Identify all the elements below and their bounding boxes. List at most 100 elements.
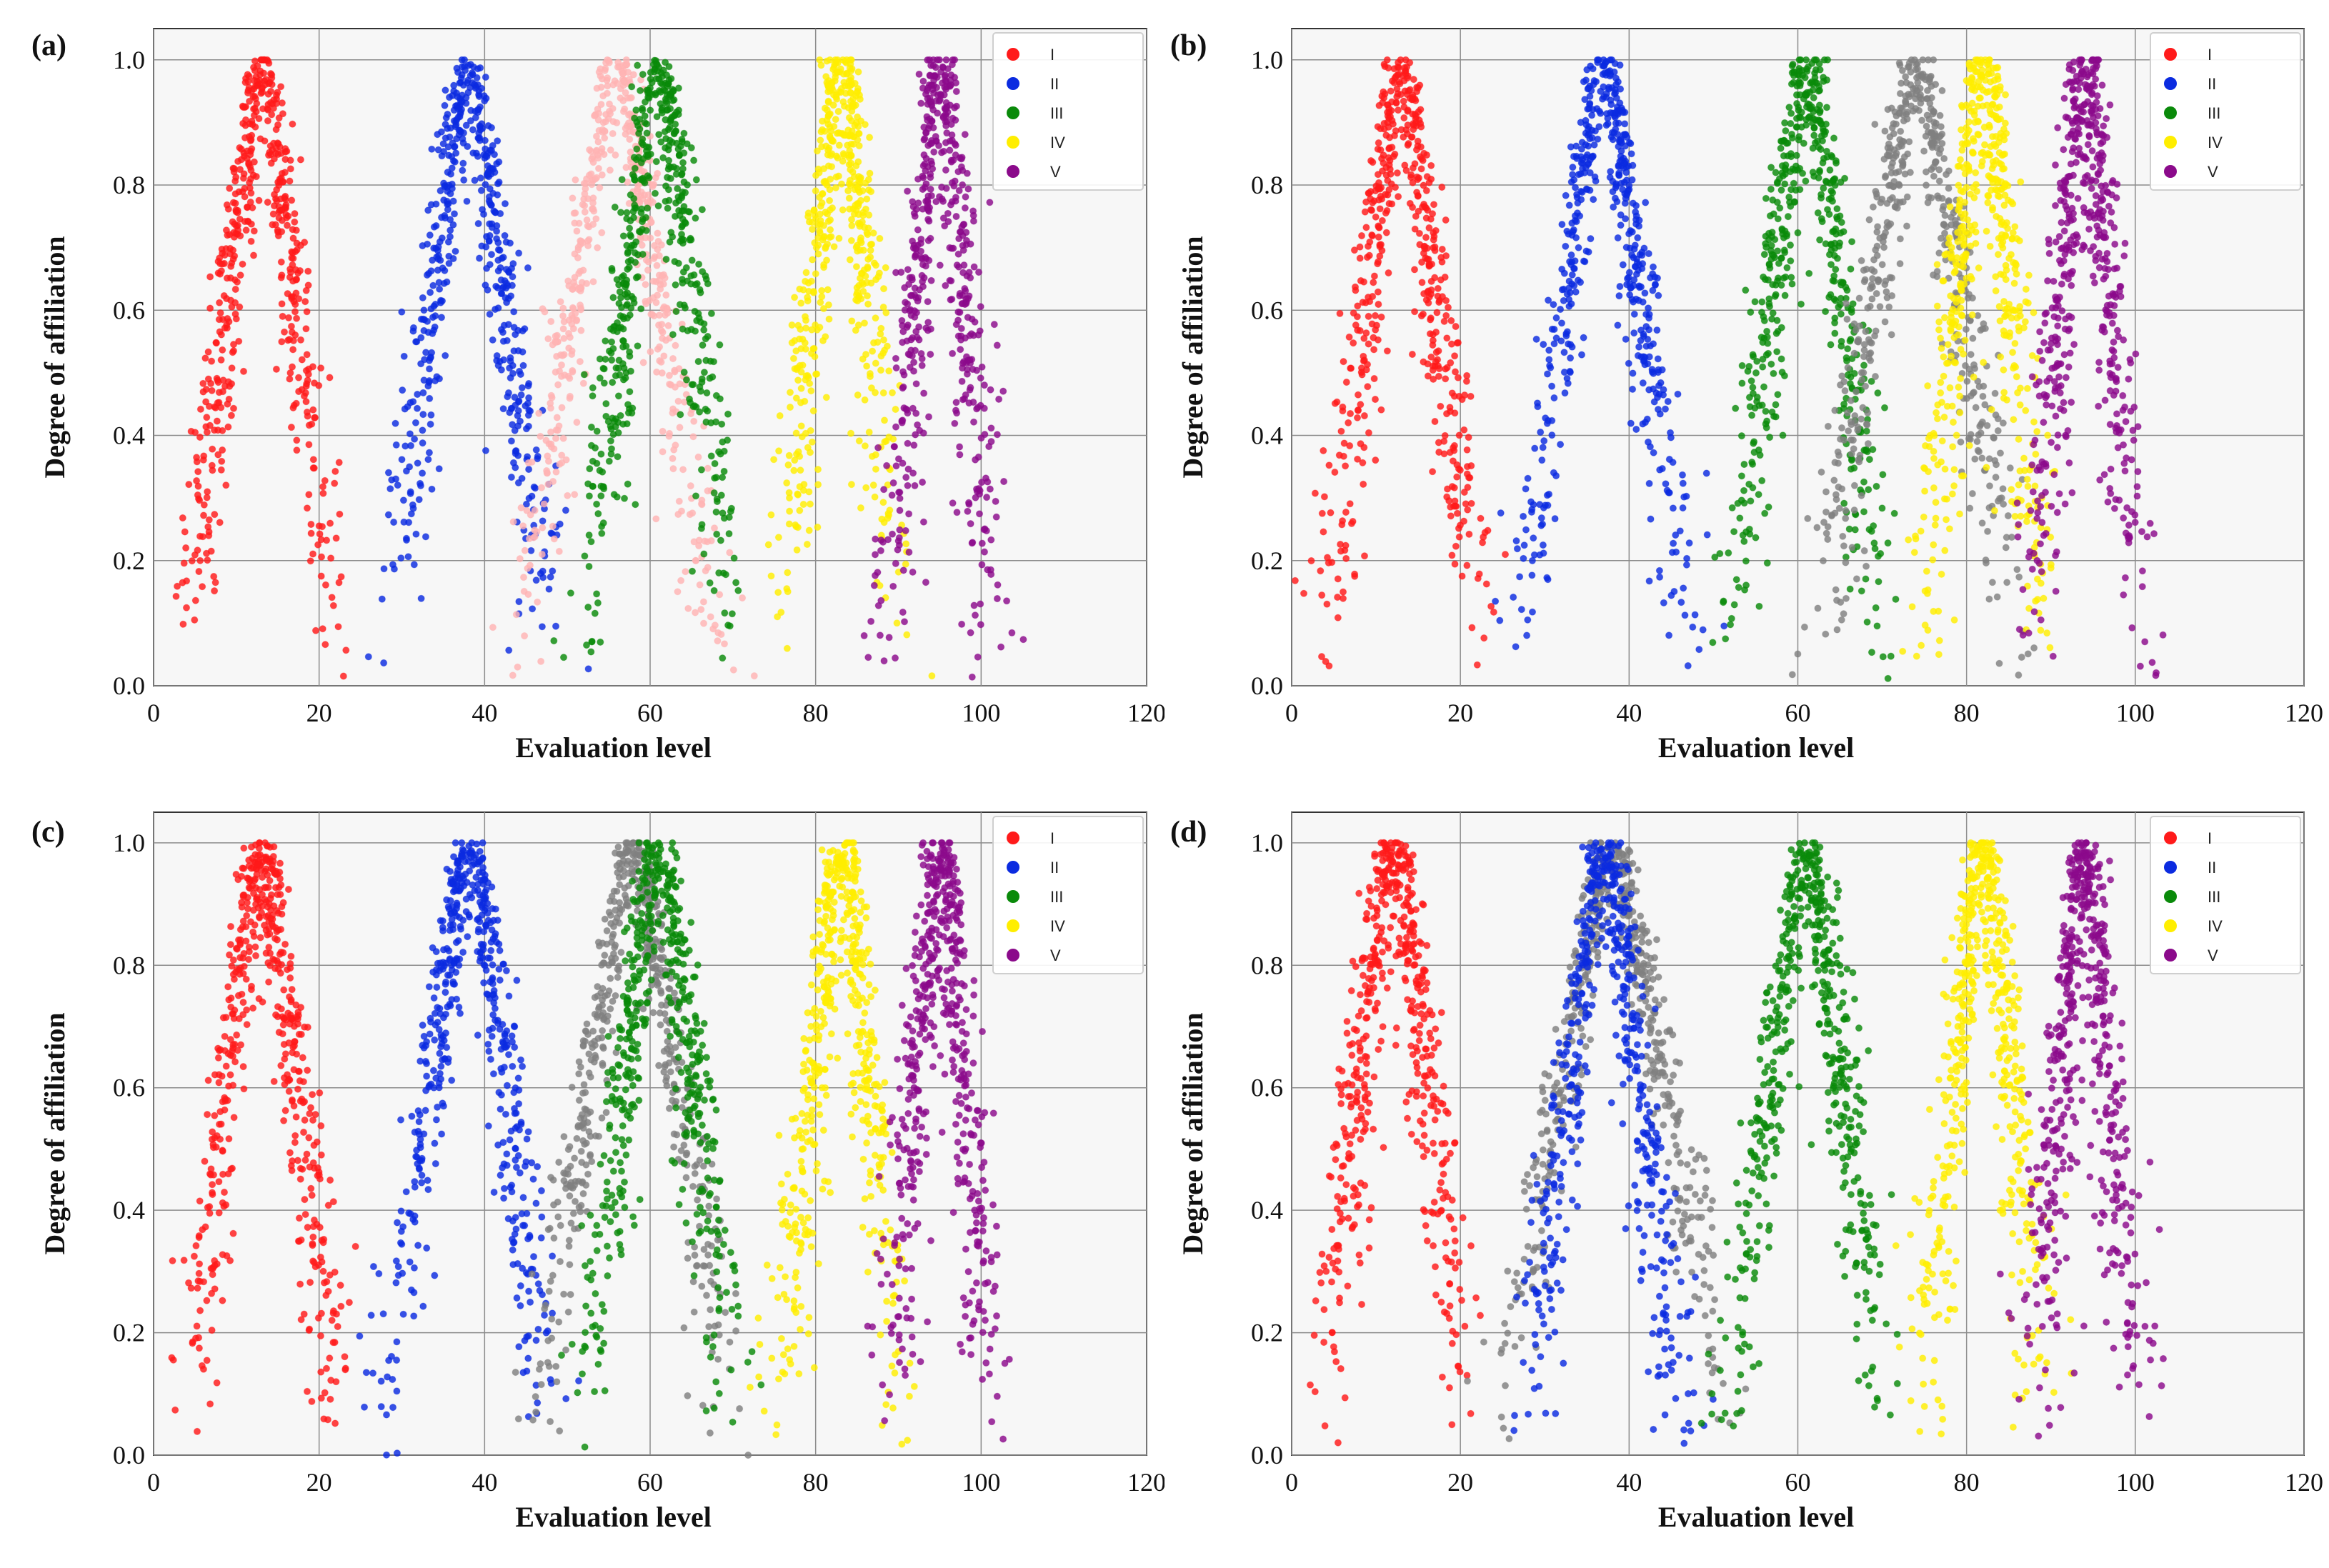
data-point xyxy=(940,91,948,99)
data-point xyxy=(1825,210,1833,219)
data-point xyxy=(717,491,725,499)
scatter-chart-a: 0 20 40 60 80 100 1200.00.20.40.60.81.0Evaluat… xyxy=(39,28,1164,764)
data-point xyxy=(304,376,311,384)
data-point xyxy=(709,373,717,381)
data-point xyxy=(986,485,994,493)
data-point xyxy=(1431,417,1439,426)
data-point xyxy=(911,481,919,490)
data-point xyxy=(283,147,291,155)
data-point xyxy=(621,105,629,113)
data-point xyxy=(1577,351,1586,359)
data-point xyxy=(1806,113,1814,121)
data-point xyxy=(527,546,535,554)
data-point xyxy=(902,474,910,481)
data-point xyxy=(510,347,518,355)
data-point xyxy=(818,293,826,301)
data-point xyxy=(303,308,311,316)
data-point xyxy=(539,305,547,313)
data-point xyxy=(2015,573,2023,581)
legend-label: V xyxy=(1050,163,1061,181)
data-point xyxy=(1809,144,1817,152)
data-point xyxy=(1665,489,1672,496)
data-point xyxy=(502,284,510,292)
data-point xyxy=(871,551,879,559)
data-point xyxy=(1788,280,1796,288)
data-point xyxy=(1592,78,1600,86)
data-point xyxy=(293,446,301,454)
data-point xyxy=(1365,189,1373,197)
data-point xyxy=(854,68,862,76)
data-point xyxy=(1651,273,1659,281)
data-point xyxy=(968,673,976,681)
data-point xyxy=(964,499,973,506)
data-point xyxy=(909,237,917,245)
data-point xyxy=(2015,671,2023,679)
data-point xyxy=(714,629,722,636)
data-point xyxy=(1391,184,1400,191)
data-point xyxy=(1356,243,1364,251)
data-point xyxy=(678,138,687,146)
data-point xyxy=(866,169,874,177)
data-point xyxy=(835,234,843,242)
data-point xyxy=(517,504,525,511)
data-point xyxy=(973,405,981,413)
data-point xyxy=(665,162,673,170)
data-point xyxy=(593,427,601,435)
data-point xyxy=(589,482,597,490)
data-point xyxy=(697,524,706,532)
data-point xyxy=(315,381,323,389)
data-point xyxy=(1351,283,1360,291)
data-point xyxy=(639,155,647,163)
data-point xyxy=(1522,526,1530,534)
data-point xyxy=(511,426,519,434)
data-point xyxy=(1437,254,1445,261)
data-point xyxy=(1844,345,1852,353)
data-point xyxy=(1634,351,1642,359)
data-point xyxy=(1539,520,1547,528)
data-point xyxy=(1429,341,1437,349)
data-point xyxy=(1367,206,1375,214)
data-point xyxy=(965,399,973,407)
data-point xyxy=(939,114,947,121)
data-point xyxy=(191,551,199,559)
panel-a: 0 20 40 60 80 100 120 0.0 0.2 0.4 0.6 0.8 1.0 Evaluat… xyxy=(0,0,1164,784)
data-point xyxy=(642,214,650,221)
data-point xyxy=(826,196,834,204)
data-point xyxy=(594,138,602,146)
data-point xyxy=(241,217,249,226)
data-point xyxy=(802,277,809,285)
data-point xyxy=(624,401,632,409)
data-point xyxy=(889,479,897,487)
data-point xyxy=(927,234,934,242)
data-point xyxy=(1540,341,1547,349)
data-point xyxy=(206,304,214,312)
data-point xyxy=(224,423,232,431)
data-point xyxy=(291,210,299,218)
data-point xyxy=(1392,72,1400,81)
data-point xyxy=(241,134,249,141)
data-point xyxy=(732,579,740,586)
data-point xyxy=(627,232,635,241)
data-point xyxy=(1745,362,1753,371)
data-point xyxy=(658,320,666,329)
data-point xyxy=(1762,194,1770,202)
data-point xyxy=(724,436,732,444)
data-point xyxy=(888,530,897,538)
data-point xyxy=(1354,455,1362,463)
series-ii xyxy=(364,56,592,673)
data-point xyxy=(532,576,540,584)
data-point xyxy=(797,345,805,353)
data-point xyxy=(564,491,572,499)
data-point xyxy=(248,131,256,139)
data-point xyxy=(589,278,597,286)
data-point xyxy=(1755,602,1763,610)
data-point xyxy=(1336,309,1344,317)
data-point xyxy=(559,312,567,320)
data-point xyxy=(305,491,313,499)
data-point xyxy=(292,289,300,297)
data-point xyxy=(1661,405,1670,413)
data-point xyxy=(301,298,309,306)
data-point xyxy=(593,500,601,508)
data-point xyxy=(1422,296,1430,304)
data-point xyxy=(699,598,708,606)
